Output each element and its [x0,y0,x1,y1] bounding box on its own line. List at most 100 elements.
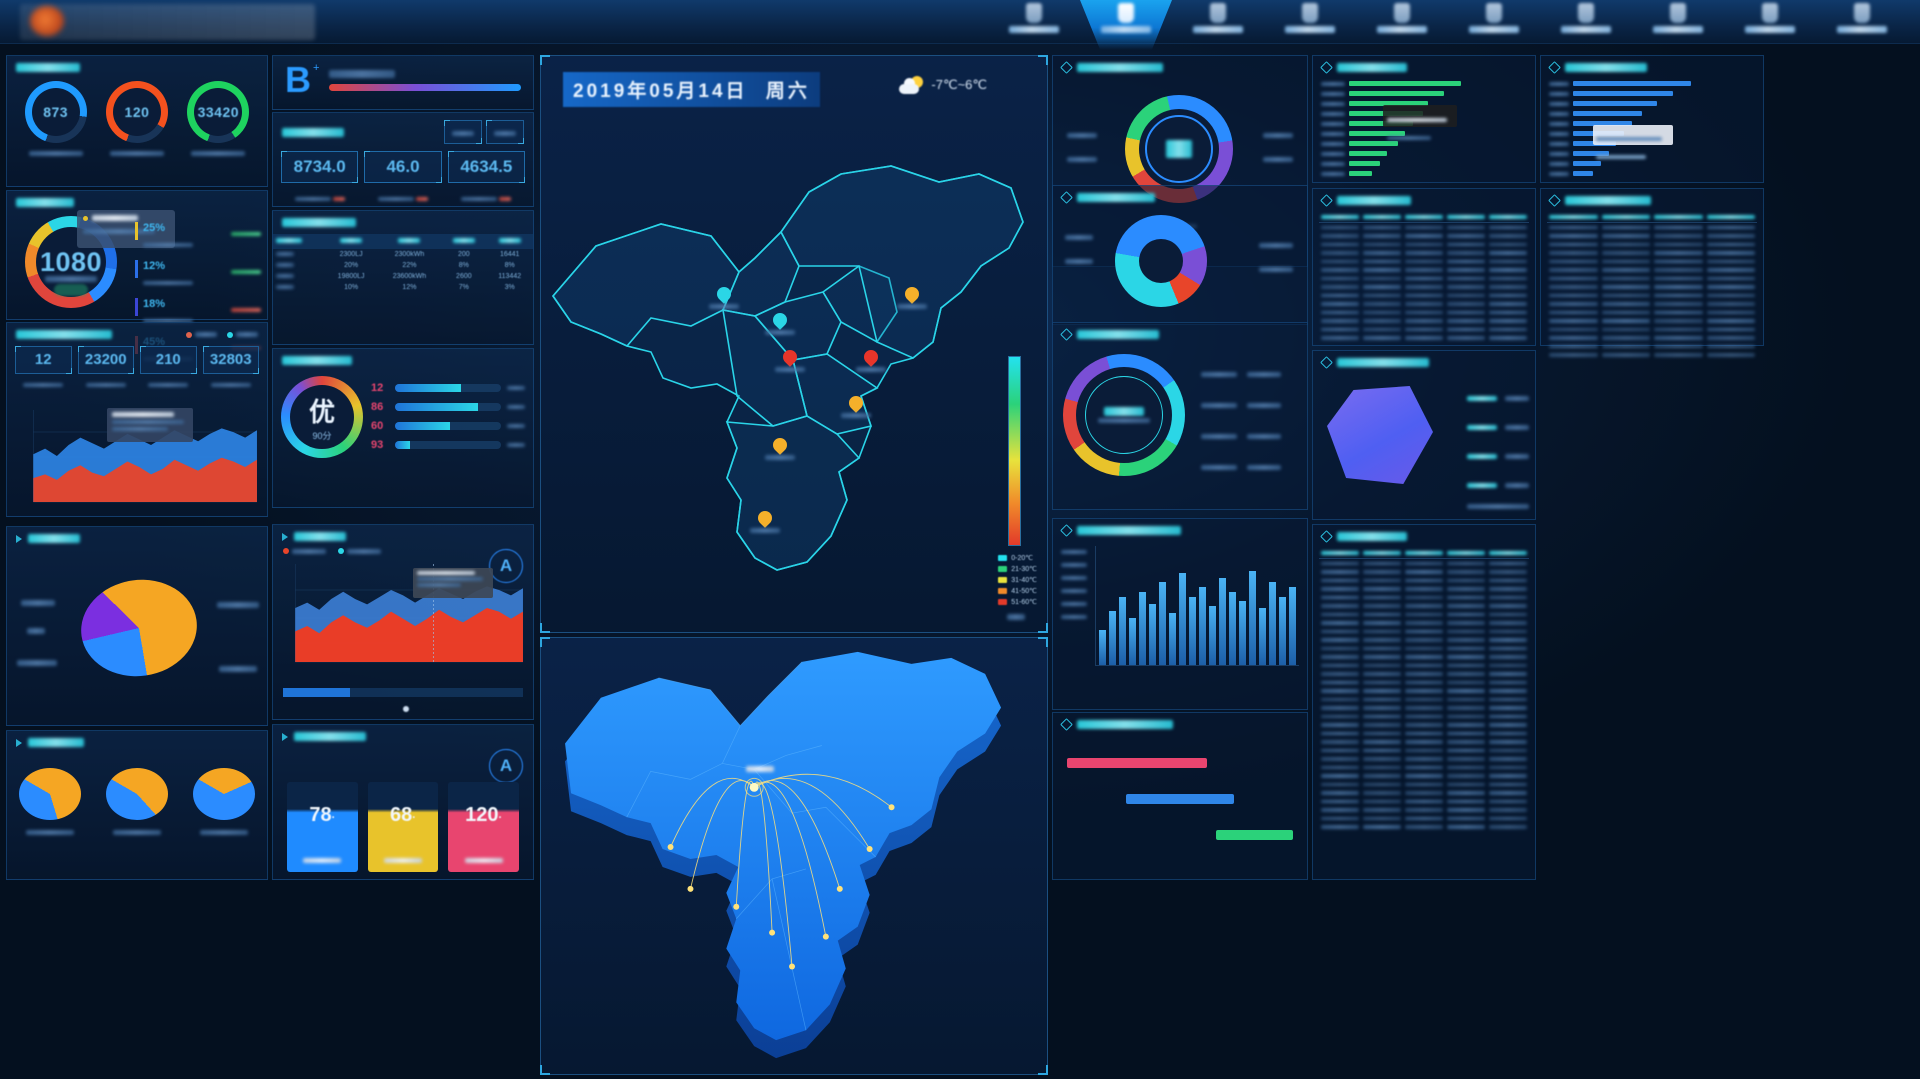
table-row[interactable] [1319,653,1529,662]
table-row[interactable] [1319,602,1529,611]
device-tile-0[interactable]: 78· [287,782,358,872]
flow-node-1[interactable] [687,886,693,892]
table-row[interactable] [1319,797,1529,806]
app-logo[interactable] [20,4,315,40]
table-row[interactable] [1319,721,1529,730]
table-row[interactable] [1319,636,1529,645]
flow-node-5[interactable] [823,934,829,940]
map-marker-1[interactable] [856,350,886,372]
table-row[interactable] [1319,308,1529,317]
table-row[interactable] [1547,291,1757,300]
table-row[interactable] [1319,704,1529,713]
flow-node-8[interactable] [889,804,895,810]
table-row[interactable] [1319,568,1529,577]
map-marker-3[interactable] [897,287,927,309]
table-row[interactable] [1319,678,1529,687]
table-row[interactable] [1319,274,1529,283]
table-row[interactable]: 19800LJ 23600kWh 2600 113442 [273,271,533,282]
table-row[interactable]: 20% 22% 8% 8% [273,260,533,271]
table-row[interactable] [1319,325,1529,334]
table-row[interactable] [1547,300,1757,309]
table-row[interactable] [1319,823,1529,832]
table-row[interactable] [1319,763,1529,772]
map-panel-flow[interactable] [540,637,1048,1075]
table-row[interactable] [1319,334,1529,343]
supply-scroll-thumb[interactable] [283,688,350,697]
table-row[interactable] [1319,644,1529,653]
table-row[interactable] [1319,266,1529,275]
table-row[interactable] [1319,223,1529,232]
nav-item-3[interactable] [1264,0,1356,44]
table-row[interactable] [1547,351,1757,360]
table-row[interactable] [1547,257,1757,266]
flow-node-3[interactable] [769,930,775,936]
nav-item-2[interactable] [1172,0,1264,44]
table-row[interactable] [1319,627,1529,636]
table-row[interactable] [1547,223,1757,232]
nav-item-4[interactable] [1356,0,1448,44]
nav-item-6[interactable] [1540,0,1632,44]
table-row[interactable] [1319,232,1529,241]
table-row[interactable] [1547,308,1757,317]
table-row[interactable] [1547,283,1757,292]
map-marker-6[interactable] [709,287,739,309]
table-row[interactable]: 2300LJ 2300kWh 200 16441 [273,249,533,260]
nav-item-7[interactable] [1632,0,1724,44]
table-row[interactable] [1319,806,1529,815]
table-row[interactable] [1319,249,1529,258]
table-row[interactable] [1319,619,1529,628]
nav-item-8[interactable] [1724,0,1816,44]
table-row[interactable] [1547,317,1757,326]
table-row[interactable] [1319,661,1529,670]
flow-node-4[interactable] [789,964,795,970]
table-row[interactable] [1319,257,1529,266]
nav-item-1[interactable] [1080,0,1172,50]
table-row[interactable] [1319,772,1529,781]
table-row[interactable] [1319,240,1529,249]
map-marker-4[interactable] [750,511,780,533]
nav-item-5[interactable] [1448,0,1540,44]
table-row[interactable] [1319,746,1529,755]
device-tile-1[interactable]: 68· [368,782,439,872]
map-marker-5[interactable] [841,396,871,418]
map-marker-7[interactable] [765,313,795,335]
table-row[interactable] [1319,780,1529,789]
region-map-3d[interactable] [541,638,1047,1074]
map-panel-heat[interactable]: 2019年05月14日 周六 -7℃~6℃ 0-20℃ 21-30℃ 31-40℃ 4… [540,55,1048,633]
table-row[interactable] [1319,291,1529,300]
table-row[interactable] [1319,687,1529,696]
table-row[interactable] [1319,593,1529,602]
table-row[interactable] [1319,789,1529,798]
table-row[interactable] [1319,755,1529,764]
table-row[interactable] [1547,342,1757,351]
table-row[interactable] [1547,274,1757,283]
table-row[interactable] [1319,712,1529,721]
table-row[interactable] [1547,325,1757,334]
table-row[interactable] [1319,283,1529,292]
table-row[interactable] [1319,695,1529,704]
nav-item-9[interactable] [1816,0,1908,44]
table-row[interactable] [1319,814,1529,823]
flow-node-0[interactable] [668,844,674,850]
map-marker-0[interactable] [775,350,805,372]
table-row[interactable] [1319,585,1529,594]
device-tile-2[interactable]: 120· [448,782,519,872]
table-row[interactable] [1547,266,1757,275]
flow-node-2[interactable] [733,904,739,910]
flow-node-6[interactable] [837,886,843,892]
table-row[interactable] [1547,232,1757,241]
table-row[interactable] [1319,729,1529,738]
nav-item-0[interactable] [988,0,1080,44]
table-row[interactable] [1319,738,1529,747]
map-marker-2[interactable] [765,438,795,460]
table-row[interactable] [1547,240,1757,249]
table-row[interactable] [1319,559,1529,568]
flow-node-7[interactable] [867,846,873,852]
table-row[interactable] [1319,576,1529,585]
table-row[interactable] [1319,670,1529,679]
table-row[interactable] [1319,610,1529,619]
table-row[interactable]: 10% 12% 7% 3% [273,282,533,293]
table-row[interactable] [1547,334,1757,343]
carousel-dot[interactable] [403,706,409,712]
table-row[interactable] [1547,249,1757,258]
